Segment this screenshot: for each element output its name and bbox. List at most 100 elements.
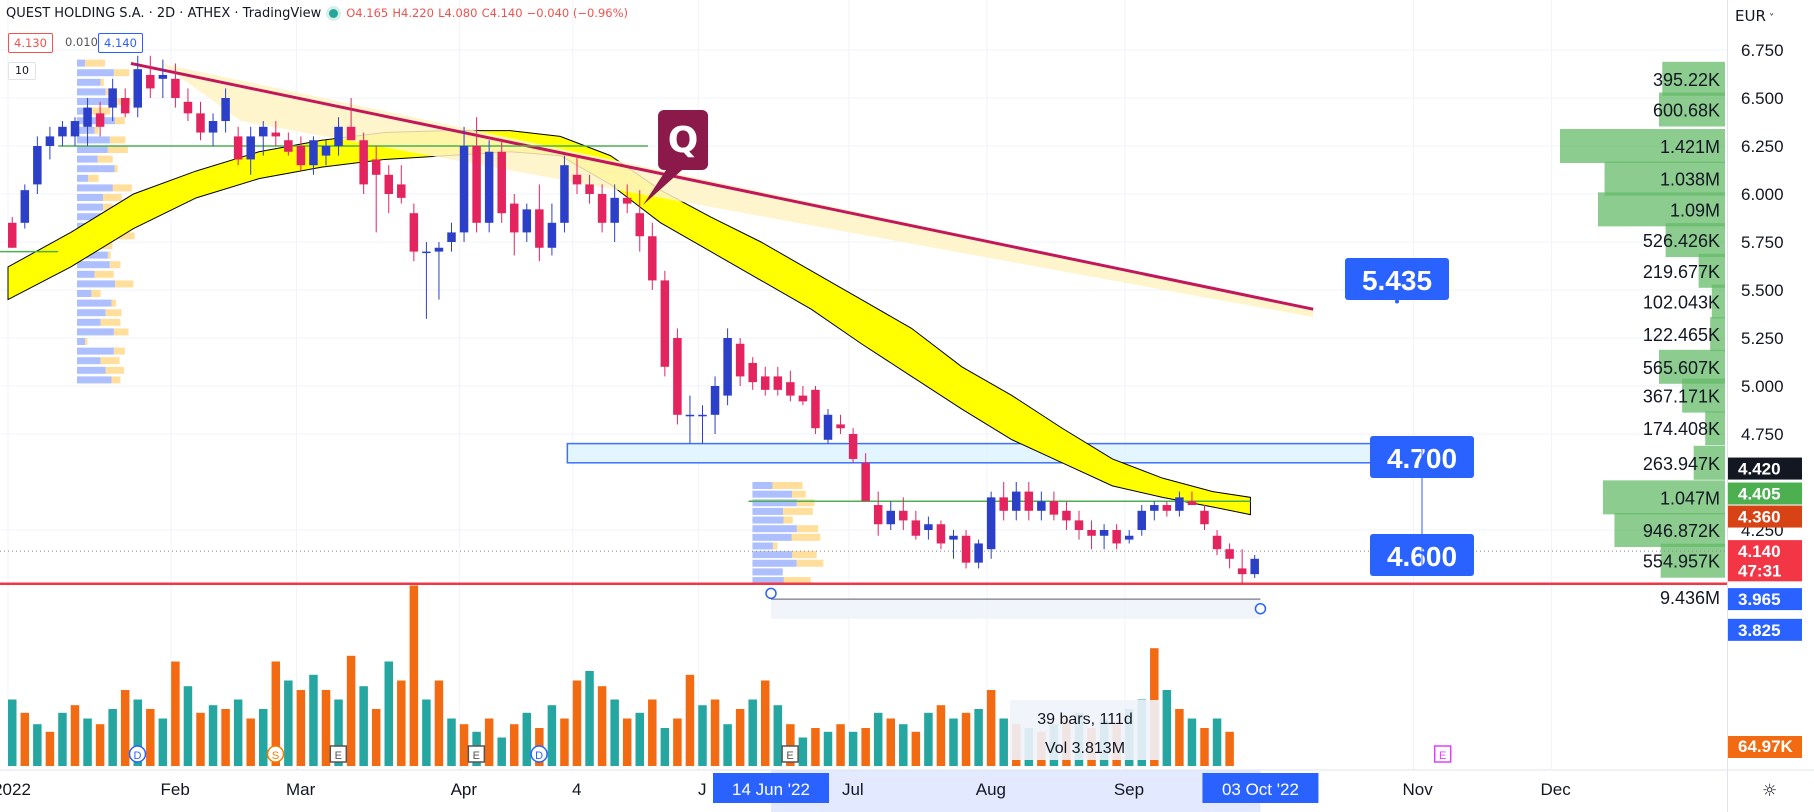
volume-bar xyxy=(748,699,757,766)
profile-value-label: 1.421M xyxy=(1660,137,1720,157)
profile-bar xyxy=(77,88,106,96)
price-callout-text: 5.435 xyxy=(1362,265,1432,296)
profile-bar xyxy=(103,194,122,201)
profile-bar xyxy=(94,270,114,278)
candle-body xyxy=(459,146,469,233)
price-label: 47:31 xyxy=(1738,561,1781,580)
time-tick: 4 xyxy=(572,780,581,799)
profile-value-bar xyxy=(1662,61,1725,96)
currency-selector[interactable]: EUR ˅ xyxy=(1735,7,1774,25)
consolidation-zone[interactable] xyxy=(566,442,1402,464)
price-callout-dot xyxy=(1395,299,1399,304)
volume-bar xyxy=(761,680,770,766)
volume-bar xyxy=(911,731,921,766)
candle-body xyxy=(70,121,80,137)
profile-bar xyxy=(91,107,111,115)
symbol-title[interactable]: QUEST HOLDING S.A. · 2D · ATHEX · Tradin… xyxy=(6,6,322,21)
date-highlight-label: 03 Oct '22 xyxy=(1222,780,1299,799)
ohlc-change: −0.040 (−0.96%) xyxy=(526,6,629,20)
date-range-measure[interactable]: 39 bars, 111d Vol 3.813M xyxy=(765,587,1267,760)
volume-bar xyxy=(622,718,632,766)
volume-bar xyxy=(660,728,670,766)
event-marker xyxy=(266,745,285,763)
profile-bar xyxy=(752,577,784,585)
volume-bar xyxy=(120,690,130,766)
candle-body xyxy=(1187,501,1197,506)
profile-value-label: 946.872K xyxy=(1643,521,1720,541)
profile-bar xyxy=(752,507,784,515)
price-callout-box xyxy=(1345,258,1449,300)
candle-body xyxy=(648,236,657,281)
volume-bar xyxy=(158,718,168,766)
profile-bar xyxy=(113,347,125,355)
spread-value: 0.010 xyxy=(65,35,98,49)
time-range-highlight xyxy=(771,770,1261,812)
volume-bar xyxy=(673,718,682,766)
measure-handle xyxy=(765,587,777,600)
candle-body xyxy=(911,520,921,536)
volume-bar xyxy=(434,680,444,766)
profile-bar xyxy=(100,78,104,86)
volume-bar xyxy=(597,686,607,766)
time-tick: Dec xyxy=(1541,780,1572,799)
trendline[interactable] xyxy=(130,61,1314,318)
candle-body xyxy=(171,78,180,98)
volume-bar xyxy=(648,699,657,766)
profile-bar xyxy=(752,551,793,559)
profile-value-label: 102.043K xyxy=(1643,293,1720,313)
candle-body xyxy=(974,543,983,563)
candle-body xyxy=(284,140,293,152)
volume-bar xyxy=(70,705,80,766)
volume-bar xyxy=(811,728,820,766)
volume-bar xyxy=(146,709,155,766)
volume-bar xyxy=(497,737,506,766)
profile-bar xyxy=(77,270,95,278)
event-marker-label: S xyxy=(272,750,279,762)
candle-body xyxy=(1099,530,1109,536)
market-status-icon xyxy=(329,9,339,18)
volume-bar xyxy=(1187,718,1197,766)
profile-bar xyxy=(88,174,99,182)
profile-bar xyxy=(752,490,793,498)
profile-value-bar xyxy=(1614,513,1725,547)
profile-bar xyxy=(97,155,113,163)
volume-bar xyxy=(974,709,983,766)
volume-bar xyxy=(384,661,393,766)
horizontal-lines[interactable] xyxy=(0,145,1727,586)
candle-body xyxy=(346,126,356,141)
settings-gear-icon[interactable]: ☼ xyxy=(1762,781,1778,801)
candle-body xyxy=(761,376,770,390)
volume-bar xyxy=(522,712,532,766)
candle-body xyxy=(321,146,331,156)
volume-bar xyxy=(610,699,619,766)
buy-button[interactable]: 4.140 xyxy=(98,33,143,53)
price-label: 4.140 xyxy=(1738,542,1781,561)
candle-body xyxy=(472,146,481,223)
currency-label: EUR xyxy=(1735,7,1766,25)
volume-bar xyxy=(685,674,695,766)
sell-button[interactable]: 4.130 xyxy=(8,33,53,53)
candle-body xyxy=(1212,535,1222,550)
profile-bar xyxy=(114,280,134,288)
candle-body xyxy=(924,524,933,530)
candle-body xyxy=(20,190,30,223)
candle-body xyxy=(572,174,582,185)
candle-body xyxy=(535,209,544,248)
quantity-field[interactable]: 10 xyxy=(8,62,36,80)
time-axis[interactable]: 2022 Feb Mar Apr 4 J Jul Aug Sep Nov Dec 14 Jun '22… xyxy=(0,769,1814,812)
volume-label: 64.97K xyxy=(1738,737,1794,756)
profile-bar xyxy=(77,126,95,134)
profile-bar xyxy=(752,568,783,576)
profile-value-bar xyxy=(1698,253,1725,288)
candle-body xyxy=(95,113,105,127)
profile-value-bar xyxy=(1710,317,1725,352)
price-axis[interactable]: 6.750 6.500 6.250 6.000 5.750 5.500 5.250 5.000… xyxy=(1727,41,1802,758)
candle-body xyxy=(434,247,444,252)
volume-bar xyxy=(284,680,293,766)
candle-body xyxy=(560,165,569,223)
volume-bar xyxy=(246,718,255,766)
candle-body xyxy=(497,151,506,214)
